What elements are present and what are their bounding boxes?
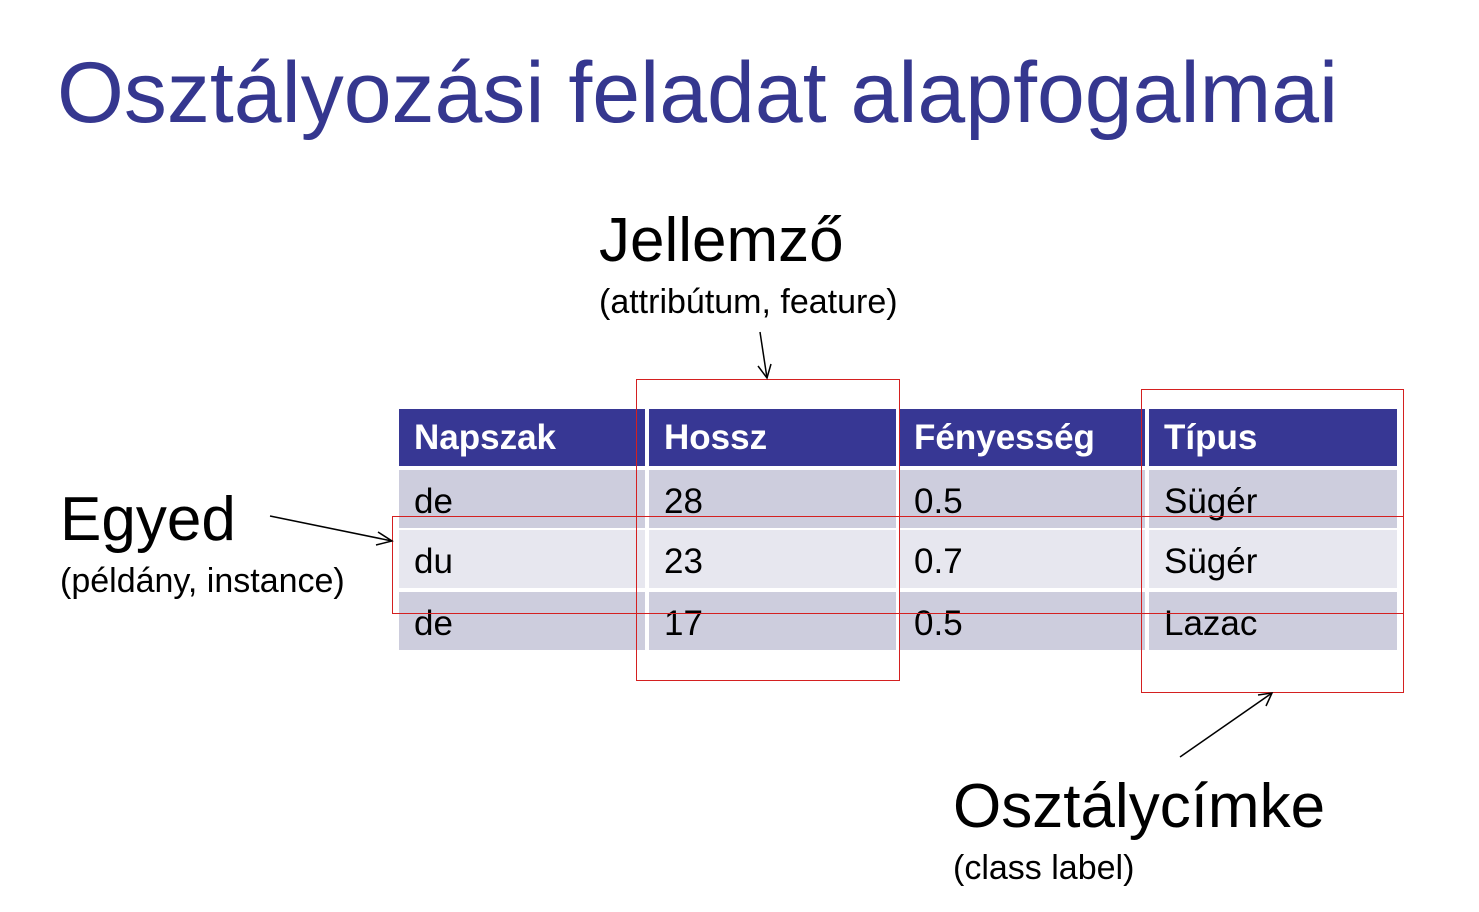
class-label-sublabel: (class label) — [953, 849, 1135, 887]
table-cell: de — [399, 592, 645, 650]
table-cell: 0.7 — [899, 530, 1145, 588]
feature-sublabel: (attribútum, feature) — [599, 283, 898, 321]
instance-label: Egyed — [60, 485, 236, 554]
class-label-label: Osztálycímke — [953, 772, 1326, 841]
instance-sublabel: (példány, instance) — [60, 562, 345, 600]
table-cell: Sügér — [1149, 530, 1397, 588]
instance-arrow — [269, 515, 394, 546]
class-label-arrow — [1179, 692, 1274, 758]
table-header-cell: Fényesség — [899, 409, 1145, 466]
table-cell: 23 — [649, 530, 896, 588]
table-cell: 0.5 — [899, 592, 1145, 650]
feature-label: Jellemző — [599, 206, 844, 275]
table-header-cell: Hossz — [649, 409, 896, 466]
table-cell: du — [399, 530, 645, 588]
table-cell: de — [399, 470, 645, 528]
table-header-cell: Napszak — [399, 409, 645, 466]
slide-title: Osztályozási feladat alapfogalmai — [57, 45, 1339, 141]
table-cell: 28 — [649, 470, 896, 528]
table-cell: Sügér — [1149, 470, 1397, 528]
feature-arrow — [757, 331, 772, 380]
instance-highlight-box — [392, 516, 1404, 614]
table-header-cell: Típus — [1149, 409, 1397, 466]
table-cell: 0.5 — [899, 470, 1145, 528]
feature-highlight-box — [636, 379, 900, 681]
table-cell: Lazac — [1149, 592, 1397, 650]
table-cell: 17 — [649, 592, 896, 650]
